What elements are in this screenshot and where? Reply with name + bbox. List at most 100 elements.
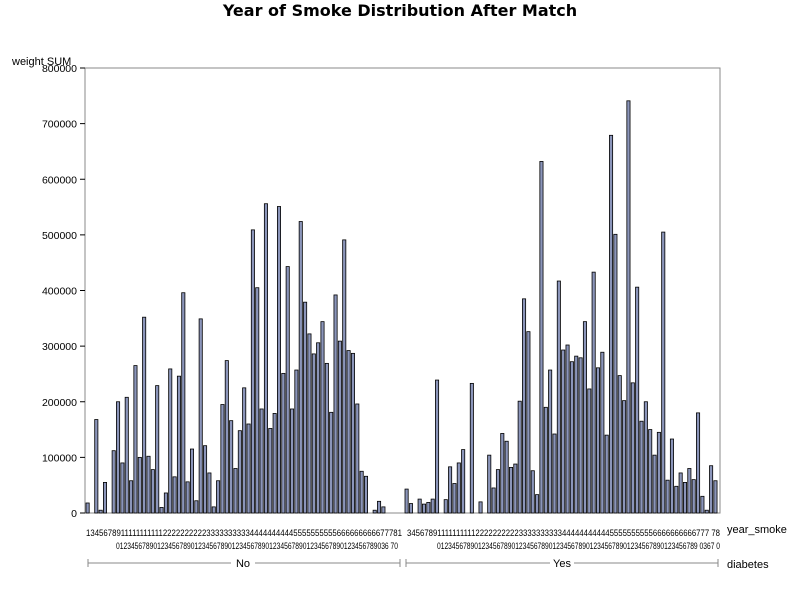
bar-yes-64 (674, 485, 679, 514)
y-tick-label: 0 (71, 508, 77, 520)
bar-no-64 (355, 403, 360, 514)
bar-no-43 (263, 203, 268, 514)
bars (85, 100, 718, 514)
bar-no-9 (116, 401, 121, 514)
bar-no-30 (207, 472, 212, 514)
bar-no-10 (120, 462, 125, 514)
bar-yes-38 (561, 349, 566, 514)
bar-no-54 (311, 353, 316, 514)
bar-yes-53 (626, 100, 631, 514)
bar-no-26 (189, 448, 194, 514)
bar-no-1 (85, 502, 90, 514)
bar-yes-42 (578, 357, 583, 514)
y-tick-label: 200000 (42, 397, 77, 409)
bar-yes-15 (461, 449, 466, 514)
bar-no-44 (268, 428, 273, 514)
bar-yes-17 (469, 382, 474, 514)
x-tick-labels-no-row1: 1345678911111111111222222222233333333334… (86, 528, 402, 538)
bar-no-11 (124, 396, 129, 514)
bar-no-45 (272, 413, 277, 514)
bar-yes-33 (539, 161, 544, 514)
bar-yes-9 (435, 379, 440, 514)
bar-no-33 (220, 404, 225, 514)
bar-yes-44 (587, 388, 592, 514)
bar-yes-56 (639, 420, 644, 514)
bar-no-23 (176, 375, 181, 514)
group-axis: No Yes (87, 558, 719, 570)
bar-no-63 (350, 352, 355, 514)
bar-no-31 (211, 506, 216, 514)
bar-no-36 (233, 468, 238, 514)
bar-yes-49 (609, 134, 614, 514)
bar-yes-6 (421, 503, 426, 514)
bar-no-66 (363, 475, 368, 514)
bar-no-50 (294, 369, 299, 514)
y-tick-label: 700000 (42, 119, 77, 131)
bar-yes-43 (582, 321, 587, 514)
y-tick-label: 800000 (42, 63, 77, 75)
bar-yes-27 (513, 463, 518, 514)
bar-yes-22 (491, 487, 496, 514)
bar-no-55 (316, 342, 321, 514)
bar-no-68 (372, 509, 377, 514)
bar-no-70 (381, 506, 386, 514)
bar-yes-32 (535, 494, 540, 514)
bar-no-35 (229, 420, 234, 514)
bar-yes-46 (596, 367, 601, 514)
bar-no-12 (129, 480, 134, 514)
y-axis-label: weight SUM (11, 56, 71, 68)
bar-yes-63 (669, 438, 674, 514)
bar-no-13 (133, 365, 138, 514)
bar-no-51 (298, 221, 303, 514)
bar-no-8 (111, 450, 116, 514)
bar-yes-26 (508, 466, 513, 514)
bar-yes-41 (574, 355, 579, 514)
bar-no-39 (246, 423, 251, 514)
bar-no-29 (203, 445, 208, 514)
bar-yes-34 (543, 406, 548, 514)
bar-yes-7 (426, 502, 431, 514)
bar-yes-25 (504, 440, 509, 514)
bar-no-20 (163, 492, 168, 514)
bar-no-15 (142, 316, 147, 514)
bar-yes-61 (661, 231, 666, 514)
bar-no-25 (185, 481, 190, 514)
bar-yes-30 (526, 331, 531, 514)
bar-yes-51 (617, 375, 622, 514)
bar-yes-39 (565, 344, 570, 514)
x-axis: 1345678911111111111222222222233333333334… (86, 528, 720, 551)
bar-yes-24 (500, 433, 505, 514)
bar-yes-11 (443, 499, 448, 514)
x-tick-labels-yes-row1: 3456789111111111122222222223333333333444… (407, 528, 720, 538)
bar-no-61 (342, 239, 347, 514)
bar-no-17 (150, 469, 155, 514)
bar-yes-52 (622, 400, 627, 514)
bar-no-16 (146, 455, 151, 514)
group-axis-label: diabetes (727, 559, 769, 571)
bar-yes-29 (522, 298, 527, 514)
bar-no-59 (333, 294, 338, 514)
bar-no-28 (198, 318, 203, 514)
y-tick-label: 400000 (42, 286, 77, 298)
bar-no-37 (237, 430, 242, 514)
bar-no-24 (181, 292, 186, 514)
bar-no-14 (137, 456, 142, 514)
bar-yes-62 (665, 479, 670, 514)
bar-no-22 (172, 476, 177, 514)
bar-no-56 (320, 321, 325, 514)
bar-yes-47 (600, 351, 605, 514)
bar-yes-76 (709, 465, 714, 514)
bar-no-57 (324, 362, 329, 514)
bar-yes-58 (648, 429, 653, 514)
bar-yes-3 (408, 503, 413, 514)
bar-yes-19 (478, 501, 483, 514)
bar-no-19 (159, 507, 164, 514)
bar-no-69 (377, 500, 382, 514)
group-label-no: No (236, 558, 250, 570)
bar-yes-67 (687, 468, 692, 514)
chart-title: Year of Smoke Distribution After Match (222, 1, 577, 20)
bar-no-34 (224, 360, 229, 514)
bar-no-21 (168, 368, 173, 514)
bar-no-47 (281, 372, 286, 514)
group-label-yes: Yes (553, 558, 571, 570)
